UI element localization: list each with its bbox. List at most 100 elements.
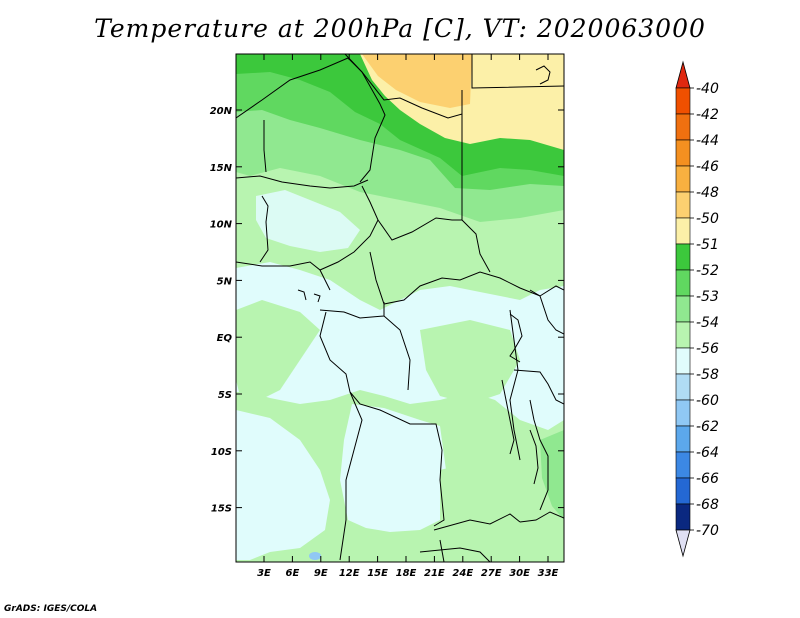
map-frame xyxy=(235,53,565,563)
boundary-nigeria-north xyxy=(236,175,369,189)
longitude-axis: 3E 6E 9E 12E 15E 18E 21E 24E 27E 30E 33E xyxy=(257,54,559,579)
colorbar-label: -48 xyxy=(696,185,719,201)
island-bioko xyxy=(297,289,307,301)
field-cyan-south xyxy=(340,404,446,532)
boundary-zambia-south xyxy=(433,513,521,531)
colorbar-label: -51 xyxy=(696,237,719,253)
boundary-mozambique xyxy=(519,511,564,523)
boundary-gabon-congo xyxy=(319,311,351,393)
colorbar-cell xyxy=(675,217,691,245)
lat-tick-label: 5S xyxy=(218,390,232,401)
colorbar-cell xyxy=(675,451,691,479)
colorbar-cell xyxy=(675,347,691,375)
chart-title: Temperature at 200hPa [C], VT: 202006300… xyxy=(94,14,706,43)
lon-tick-label: 9E xyxy=(314,568,328,579)
lon-tick-label: 18E xyxy=(396,568,417,579)
field-green-central xyxy=(420,320,520,404)
lat-tick-label: 10S xyxy=(211,447,232,458)
colorbar: -40 -42 -44 -46 -48 -50 -51 -52 -53 -54 -56 -58 -60 -… xyxy=(675,60,719,558)
field-cyan-southwest xyxy=(236,410,330,560)
colorbar-cell xyxy=(675,269,691,297)
colorbar-label: -60 xyxy=(696,393,719,409)
lake-victoria xyxy=(509,313,523,363)
colorbar-label: -54 xyxy=(696,315,719,331)
colorbar-cell xyxy=(675,373,691,401)
boundary-chad xyxy=(344,54,491,273)
lon-tick-label: 27E xyxy=(481,568,502,579)
field-blue-patch xyxy=(309,552,321,560)
colorbar-label: -50 xyxy=(696,211,719,227)
boundary-car-chad xyxy=(377,217,462,241)
boundary-congo-drc xyxy=(383,315,411,391)
colorbar-cell xyxy=(675,165,691,193)
lon-tick-label: 6E xyxy=(286,568,300,579)
lake-tanganyika xyxy=(501,379,515,455)
colorbar-label: -70 xyxy=(696,523,719,539)
boundary-angola-drc xyxy=(349,391,445,527)
lat-tick-label: 15N xyxy=(210,163,233,174)
boundary-gabon-north xyxy=(319,302,385,319)
colorbar-label: -56 xyxy=(696,341,719,357)
colorbar-label: -58 xyxy=(696,367,719,383)
lat-tick-label: EQ xyxy=(217,333,233,344)
field-cyan-west xyxy=(256,190,360,252)
boundary-tanzania xyxy=(513,369,564,405)
colorbar-cell xyxy=(675,399,691,427)
lon-tick-label: 3E xyxy=(257,568,271,579)
colorbar-cell xyxy=(675,87,691,115)
lat-tick-label: 15S xyxy=(211,504,232,515)
lon-tick-label: 12E xyxy=(339,568,360,579)
boundary-namibia-botswana xyxy=(419,547,491,562)
colorbar-cell xyxy=(675,243,691,271)
field-green-coastal xyxy=(236,300,320,400)
colorbar-label: -52 xyxy=(696,263,719,279)
colorbar-cell xyxy=(675,425,691,453)
country-boundaries xyxy=(236,54,564,562)
lon-tick-label: 21E xyxy=(424,568,445,579)
lat-tick-label: 5N xyxy=(217,276,233,287)
coastline-gulf xyxy=(236,261,331,291)
boundary-drc-east xyxy=(509,309,521,461)
boundary-benin xyxy=(259,195,269,263)
colorbar-cell xyxy=(675,503,691,531)
colorbar-label: -53 xyxy=(696,289,719,305)
colorbar-label: -66 xyxy=(696,471,719,487)
boundary-egypt-libya xyxy=(471,54,564,89)
lake-malawi xyxy=(529,429,539,485)
colorbar-cell xyxy=(675,321,691,349)
colorbar-cell xyxy=(675,477,691,505)
colorbar-label: -42 xyxy=(696,107,719,123)
lat-tick-label: 10N xyxy=(210,220,233,231)
colorbar-cell xyxy=(675,113,691,141)
boundary-mali-west xyxy=(263,120,267,173)
island-coast xyxy=(313,293,321,303)
boundary-uganda xyxy=(529,289,564,335)
temperature-field xyxy=(236,54,564,562)
lon-tick-label: 30E xyxy=(509,568,530,579)
boundary-malawi xyxy=(529,399,549,511)
grads-credit: GrADS: IGES/COLA xyxy=(4,604,98,614)
field-orange-core xyxy=(362,54,472,108)
boundary-cameroon-nigeria xyxy=(319,185,379,271)
colorbar-label: -64 xyxy=(696,445,719,461)
lon-tick-label: 15E xyxy=(367,568,388,579)
coastline-angola xyxy=(339,391,363,561)
colorbar-bottom-triangle xyxy=(675,529,691,558)
colorbar-top-triangle xyxy=(675,60,691,89)
field-green-southeast xyxy=(440,460,556,562)
lon-tick-label: 33E xyxy=(538,568,559,579)
colorbar-label: -68 xyxy=(696,497,719,513)
lon-tick-label: 24E xyxy=(452,568,473,579)
colorbar-cell xyxy=(675,191,691,219)
latitude-axis: 20N 15N 10N 5N EQ 5S 10S 15S xyxy=(210,106,564,515)
colorbar-label: -46 xyxy=(696,159,719,175)
colorbar-cell xyxy=(675,139,691,167)
colorbar-cell xyxy=(675,295,691,323)
colorbar-label: -40 xyxy=(696,81,719,97)
boundary-botswana xyxy=(439,539,445,562)
lat-tick-label: 20N xyxy=(210,106,233,117)
colorbar-label: -62 xyxy=(696,419,719,435)
nile-delta xyxy=(535,65,551,85)
colorbar-label: -44 xyxy=(696,133,719,149)
